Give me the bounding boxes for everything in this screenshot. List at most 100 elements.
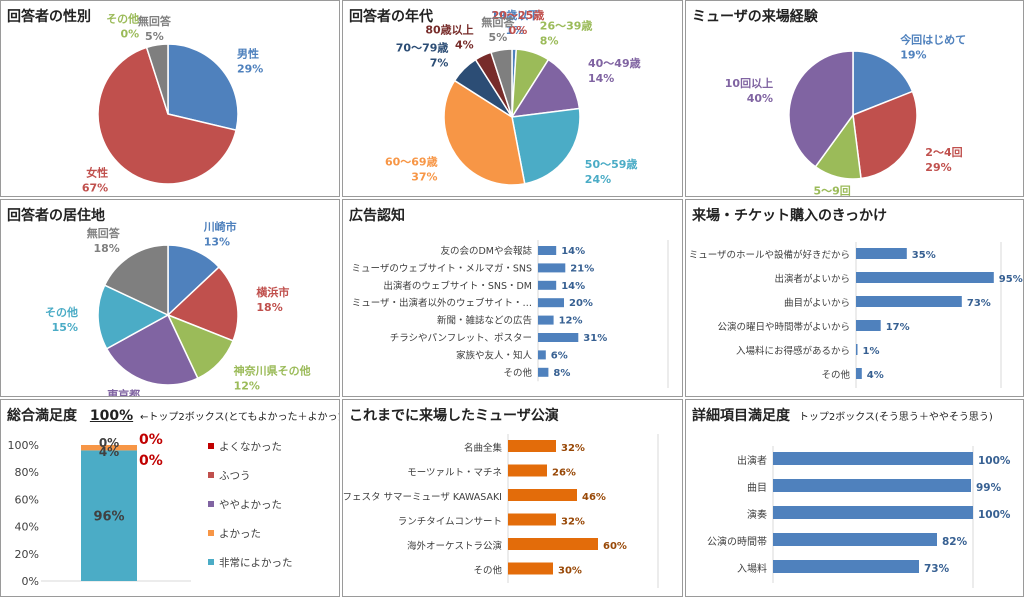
pie-slice [167, 43, 239, 132]
bar-value-label: 32% [561, 443, 585, 454]
bar [538, 315, 554, 325]
y-tick-label: 0% [22, 575, 39, 588]
bar-value-label: 99% [976, 482, 1002, 494]
panel-residence: 回答者の居住地 川崎市13%横浜市18%神奈川県その他12%東京都24%その他1… [0, 199, 340, 397]
bar [538, 350, 546, 360]
pie-value-label: 1% [506, 24, 525, 37]
pie-label: 60～69歳 [385, 155, 438, 169]
pie-value-label: 29% [237, 62, 263, 75]
legend-swatch [208, 559, 214, 565]
y-tick-label: 60% [15, 493, 39, 506]
panel-detail: 詳細項目満足度 トップ2ボックス(そう思う＋ややそう思う) 出演者 100% 曲目 9… [685, 399, 1024, 597]
bar-value-label: 4% [867, 370, 884, 381]
bar [538, 298, 564, 308]
pie-label: 10回以上 [725, 76, 773, 90]
bar-value-label: 6% [551, 350, 568, 361]
bar-category-label: 出演者のウェブサイト・SNS・DM [383, 280, 532, 292]
pie-value-label: 19% [900, 49, 926, 62]
pie-label: その他 [45, 305, 78, 319]
bar-value-label: 17% [886, 322, 910, 333]
bar [773, 452, 973, 465]
bar-value-label: 1% [863, 346, 880, 357]
pie-label: 女性 [86, 166, 108, 180]
bar [538, 246, 557, 255]
bar-value-label: 35% [912, 250, 936, 261]
pie-slice [852, 50, 914, 117]
bar [508, 464, 547, 477]
pie-label: 神奈川県その他 [234, 364, 311, 378]
pie-label: 26～39歳 [540, 18, 593, 32]
bar-value-label: 30% [558, 566, 582, 577]
bar [508, 489, 577, 501]
panel-title: 回答者の居住地 [7, 208, 105, 224]
bar-value-label: 82% [942, 536, 968, 548]
panel-title: 詳細項目満足度 [692, 408, 790, 424]
pie-slice [852, 90, 918, 180]
legend-swatch [208, 443, 214, 449]
pie-label: 川崎市 [203, 219, 237, 233]
legend-swatch [208, 530, 214, 536]
pie-slice [490, 48, 513, 118]
pie-slice [167, 244, 221, 317]
pie-label: 50～59歳 [585, 157, 638, 171]
legend-label: よかった [219, 528, 261, 540]
pie-label: 横浜市 [256, 285, 289, 299]
panel-trigger: 来場・チケット購入のきっかけ ミューザのホールや設備が好きだから 35% 出演者がよ… [685, 199, 1024, 397]
bar-category-label: ランチタイムコンサート [398, 517, 502, 528]
pie-value-label: 29% [925, 161, 951, 174]
bar-category-label: ミューザ・出演者以外のウェブサイト・… [352, 297, 532, 309]
y-tick-label: 20% [15, 548, 39, 561]
pie-label: 無回答 [87, 226, 121, 240]
pie-slice [105, 313, 199, 386]
pie-value-label: 40% [747, 92, 773, 105]
bar-value-label: 14% [561, 281, 585, 292]
panel-gender: 回答者の性別 男性 29% 女性 67% その他 0% 無回答 5% [0, 0, 340, 197]
pie-value-label: 15% [52, 321, 78, 334]
pie-label: 80歳以上 [425, 23, 473, 37]
pie-label: 男性 [237, 46, 259, 60]
panel-subtitle: トップ2ボックス(そう思う＋ややそう思う) [798, 412, 993, 423]
bar-category-label: 入場料にお得感があるから [736, 345, 850, 357]
y-tick-label: 40% [15, 521, 39, 534]
bar [538, 367, 549, 377]
bar-category-label: 家族や友人・知人 [456, 349, 533, 361]
bar [538, 263, 566, 273]
detail-bar-chart: 出演者 100% 曲目 99% 演奏 100% 公演の時間帯 82% 入場料 73% [707, 446, 1011, 588]
pie-value-label: 0% [509, 24, 528, 37]
pie-slice [97, 46, 238, 185]
bar-category-label: 曲目 [747, 482, 767, 494]
bar-value-label: 46% [582, 492, 606, 503]
pie-value-label: 8% [540, 34, 559, 47]
bar-value-label: 8% [553, 368, 570, 379]
bar [856, 248, 907, 259]
legend-swatch [208, 501, 214, 507]
bar [773, 506, 973, 519]
bar-value-label: 100% [978, 509, 1011, 521]
pie-value-label: 12% [234, 380, 260, 393]
overall-headline: 100% [89, 408, 134, 424]
age-pie-chart: 19歳以下 1% 20～25歳 0% 26～39歳 8% 40～49歳 14% 50～59歳 24… [385, 8, 641, 186]
bar [508, 538, 598, 550]
bar-category-label: その他 [821, 369, 850, 381]
pie-label: 5～9回 [813, 183, 850, 197]
bar-category-label: 公演の曜日や時間帯がよいから [717, 321, 850, 333]
panel-overall: 総合満足度 100% ←トップ2ボックス(とてもよかった＋よかった) 0% 20%… [0, 399, 340, 597]
pie-value-label: 0% [121, 28, 140, 41]
bar-value-label: 100% [978, 455, 1011, 467]
bar-value-label: 60% [603, 541, 627, 552]
pie-slice [145, 43, 169, 115]
bar [508, 440, 556, 452]
pie-slice [788, 50, 854, 168]
pie-slice [97, 284, 170, 350]
bar [856, 368, 862, 379]
segment-value-label: 4% [99, 445, 119, 459]
pie-value-label: 13% [204, 235, 230, 248]
panel-title: これまでに来場したミューザ公演 [349, 408, 559, 424]
pie-label: 無回答 [138, 14, 172, 28]
segment-value-label: 0% [139, 453, 163, 469]
bar-value-label: 20% [569, 298, 593, 309]
panel-title: 総合満足度 [7, 408, 77, 424]
pie-value-label: 5% [489, 31, 508, 44]
bar-category-label: ミューザのホールや設備が好きだから [689, 249, 850, 261]
bar-category-label: 曲目がよいから [784, 297, 850, 309]
